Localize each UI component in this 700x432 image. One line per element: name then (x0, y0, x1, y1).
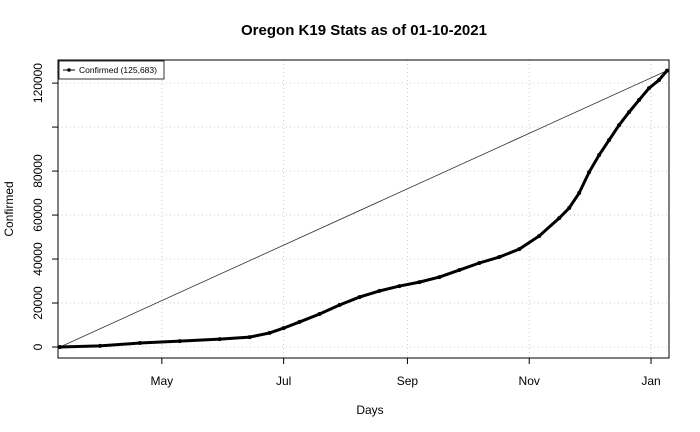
data-point (617, 123, 622, 128)
data-point (637, 98, 642, 103)
data-point (97, 343, 102, 348)
data-point (517, 247, 522, 252)
data-point (217, 337, 222, 342)
data-point (297, 319, 302, 324)
data-point (477, 260, 482, 265)
data-point (627, 110, 632, 115)
data-point (647, 86, 652, 91)
y-tick-label: 60000 (31, 198, 45, 232)
x-axis-label: Days (356, 403, 383, 417)
y-tick-label: 120000 (31, 63, 45, 103)
data-point (377, 288, 382, 293)
y-axis-label: Confirmed (2, 181, 16, 236)
legend-marker (67, 68, 71, 72)
y-tick-label: 40000 (31, 242, 45, 276)
data-point (437, 275, 442, 280)
x-tick-label: May (150, 374, 173, 388)
x-tick-label: Jan (641, 374, 660, 388)
legend-label: Confirmed (125,683) (79, 65, 157, 75)
data-point (537, 233, 542, 238)
data-point (607, 138, 612, 143)
x-tick-label: Nov (519, 374, 540, 388)
data-point (567, 206, 572, 211)
y-tick-label: 80000 (31, 154, 45, 188)
data-point (317, 312, 322, 317)
data-point (267, 330, 272, 335)
data-point (557, 216, 562, 221)
data-point (597, 153, 602, 158)
data-point (577, 191, 582, 196)
data-point (497, 255, 502, 260)
y-tick-label: 20000 (31, 286, 45, 320)
data-point (657, 78, 662, 83)
y-tick-label: 0 (31, 343, 45, 350)
chart-title: Oregon K19 Stats as of 01-10-2021 (241, 22, 487, 39)
data-point (457, 268, 462, 273)
data-point (281, 326, 286, 331)
data-point (247, 335, 252, 340)
data-point (337, 302, 342, 307)
data-point (417, 280, 422, 285)
data-point (665, 68, 670, 73)
data-point (587, 170, 592, 175)
data-point (397, 284, 402, 289)
plot-frame (57, 59, 670, 359)
data-point (357, 295, 362, 300)
x-tick-label: Jul (276, 374, 291, 388)
trend-line (59, 70, 668, 348)
data-point (137, 341, 142, 346)
x-tick-label: Sep (397, 374, 419, 388)
data-point (57, 345, 62, 350)
data-point (177, 339, 182, 344)
legend-box (58, 60, 165, 80)
